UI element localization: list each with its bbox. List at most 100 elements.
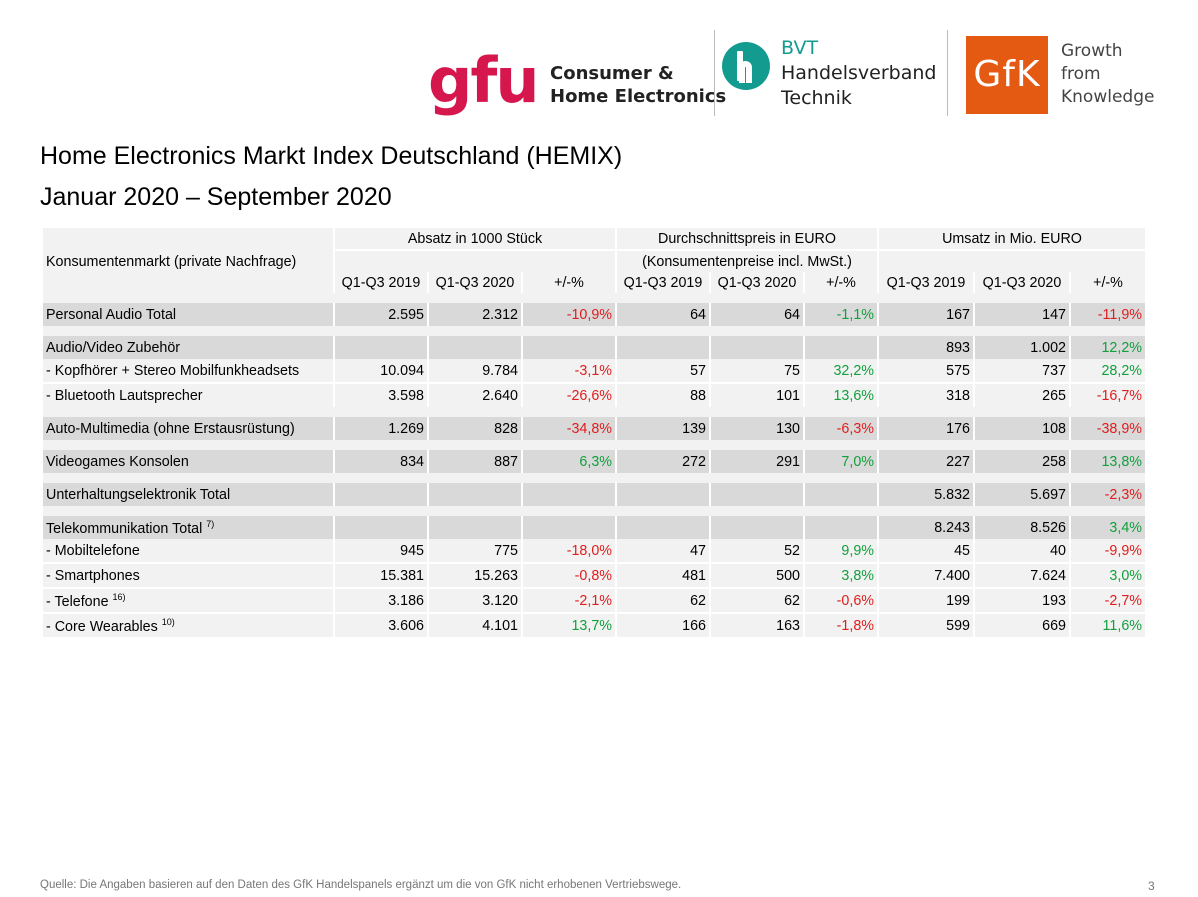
cell-umsatz-change: 28,2%: [1071, 359, 1145, 382]
cell-absatz-2019: 3.186: [335, 589, 427, 612]
cell-preis-2020: 163: [711, 614, 803, 637]
cell-umsatz-2020: 8.526: [975, 516, 1069, 539]
cell-absatz-2019: 2.595: [335, 303, 427, 326]
cell-preis-2020: 291: [711, 450, 803, 473]
cell-absatz-2019: 3.598: [335, 384, 427, 407]
cell-umsatz-change: -2,3%: [1071, 483, 1145, 506]
table-row: - Smartphones 15.381 15.263 -0,8% 481 50…: [43, 564, 1145, 587]
row-label: - Kopfhörer + Stereo Mobilfunkheadsets: [43, 359, 333, 382]
cell-preis-2020: 101: [711, 384, 803, 407]
cell-absatz-change: -10,9%: [523, 303, 615, 326]
group-absatz: Absatz in 1000 Stück: [335, 228, 615, 251]
column-header-row: Q1-Q3 2019 Q1-Q3 2020 +/-% Q1-Q3 2019 Q1…: [43, 272, 1145, 293]
gfu-logo-subtitle: Consumer & Home Electronics: [550, 62, 726, 108]
cell-absatz-2019: 15.381: [335, 564, 427, 587]
col-preis-2019: Q1-Q3 2019: [617, 272, 709, 293]
cell-umsatz-2019: 8.243: [879, 516, 973, 539]
bvt-line-2: Handelsverband: [781, 61, 936, 86]
cell-preis-2020: 64: [711, 303, 803, 326]
bvt-line-1: BVT: [781, 36, 936, 61]
cell-absatz-2020: 775: [429, 539, 521, 562]
row-label: Unterhaltungselektronik Total: [43, 483, 333, 506]
cell-umsatz-2020: 7.624: [975, 564, 1069, 587]
row-label: Videogames Konsolen: [43, 450, 333, 473]
gfk-logo: GfK: [966, 36, 1048, 114]
cell-preis-2019: 64: [617, 303, 709, 326]
cell-umsatz-2019: 7.400: [879, 564, 973, 587]
cell-preis-2019: 166: [617, 614, 709, 637]
cell-umsatz-2020: 147: [975, 303, 1069, 326]
gfk-tag-line-2: from: [1061, 63, 1154, 86]
cell-absatz-change: -3,1%: [523, 359, 615, 382]
cell-absatz-2019: 3.606: [335, 614, 427, 637]
row-label: Audio/Video Zubehör: [43, 336, 333, 359]
cell-umsatz-2019: 318: [879, 384, 973, 407]
cell-absatz-change: 6,3%: [523, 450, 615, 473]
cell-absatz-2020: 887: [429, 450, 521, 473]
col-umsatz-2020: Q1-Q3 2020: [975, 272, 1069, 293]
gfk-tagline: Growth from Knowledge: [1061, 40, 1154, 109]
cell-umsatz-change: 11,6%: [1071, 614, 1145, 637]
logo-divider: [947, 30, 948, 116]
cell-umsatz-2019: 176: [879, 417, 973, 440]
cell-umsatz-2020: 193: [975, 589, 1069, 612]
cell-absatz-2020: 9.784: [429, 359, 521, 382]
row-label: Auto-Multimedia (ohne Erstausrüstung): [43, 417, 333, 440]
cell-preis-2019: 139: [617, 417, 709, 440]
table-row: Unterhaltungselektronik Total 5.832 5.69…: [43, 483, 1145, 506]
cell-umsatz-change: -11,9%: [1071, 303, 1145, 326]
cell-absatz-2019: 1.269: [335, 417, 427, 440]
cell-preis-2020: 52: [711, 539, 803, 562]
table-row: - Bluetooth Lautsprecher 3.598 2.640 -26…: [43, 384, 1145, 407]
bvt-logo-text: BVT Handelsverband Technik: [781, 36, 936, 111]
cell-preis-2019: 481: [617, 564, 709, 587]
cell-preis-2020: 130: [711, 417, 803, 440]
cell-preis-2019: 88: [617, 384, 709, 407]
gfk-tag-line-1: Growth: [1061, 40, 1154, 63]
cell-umsatz-2020: 258: [975, 450, 1069, 473]
cell-umsatz-2020: 40: [975, 539, 1069, 562]
cell-umsatz-2019: 167: [879, 303, 973, 326]
page-number: 3: [1148, 879, 1155, 893]
cell-umsatz-change: 12,2%: [1071, 336, 1145, 359]
source-footnote: Quelle: Die Angaben basieren auf den Dat…: [40, 879, 681, 891]
page-subtitle: Januar 2020 – September 2020: [40, 181, 392, 213]
table-row: Personal Audio Total 2.595 2.312 -10,9% …: [43, 303, 1145, 326]
col-umsatz-change: +/-%: [1071, 272, 1145, 293]
cell-umsatz-2019: 893: [879, 336, 973, 359]
logo-divider: [714, 30, 715, 116]
cell-absatz-2019: 834: [335, 450, 427, 473]
gfk-tag-line-3: Knowledge: [1061, 86, 1154, 109]
cell-absatz-2019: 945: [335, 539, 427, 562]
table-row: - Core Wearables 10) 3.606 4.101 13,7% 1…: [43, 614, 1145, 637]
cell-umsatz-2019: 45: [879, 539, 973, 562]
cell-umsatz-2019: 599: [879, 614, 973, 637]
footnote-ref: 7): [206, 519, 214, 529]
page-title: Home Electronics Markt Index Deutschland…: [40, 140, 622, 172]
col-preis-2020: Q1-Q3 2020: [711, 272, 803, 293]
col-preis-change: +/-%: [805, 272, 877, 293]
cell-preis-2020: 62: [711, 589, 803, 612]
gfu-sub-line-2: Home Electronics: [550, 85, 726, 108]
cell-absatz-2020: 2.640: [429, 384, 521, 407]
cell-umsatz-2020: 669: [975, 614, 1069, 637]
cell-umsatz-2019: 575: [879, 359, 973, 382]
cell-umsatz-2020: 265: [975, 384, 1069, 407]
preis-note: (Konsumentenpreise incl. MwSt.): [617, 251, 877, 272]
cell-preis-change: 7,0%: [805, 450, 877, 473]
cell-absatz-2020: 2.312: [429, 303, 521, 326]
cell-absatz-change: -34,8%: [523, 417, 615, 440]
cell-preis-change: 13,6%: [805, 384, 877, 407]
cell-preis-change: -0,6%: [805, 589, 877, 612]
cell-absatz-change: -26,6%: [523, 384, 615, 407]
col-absatz-2020: Q1-Q3 2020: [429, 272, 521, 293]
cell-absatz-change: -0,8%: [523, 564, 615, 587]
gfu-logo: gfu: [428, 50, 538, 112]
cell-umsatz-2019: 5.832: [879, 483, 973, 506]
row-label: - Telefone 16): [43, 589, 333, 612]
cell-umsatz-change: 3,4%: [1071, 516, 1145, 539]
table-row: - Kopfhörer + Stereo Mobilfunkheadsets 1…: [43, 359, 1145, 382]
market-row: Konsumentenmarkt (private Nachfrage) (Ko…: [43, 251, 1145, 272]
cell-umsatz-change: 13,8%: [1071, 450, 1145, 473]
hemix-table: Absatz in 1000 Stück Durchschnittspreis …: [41, 228, 1147, 637]
